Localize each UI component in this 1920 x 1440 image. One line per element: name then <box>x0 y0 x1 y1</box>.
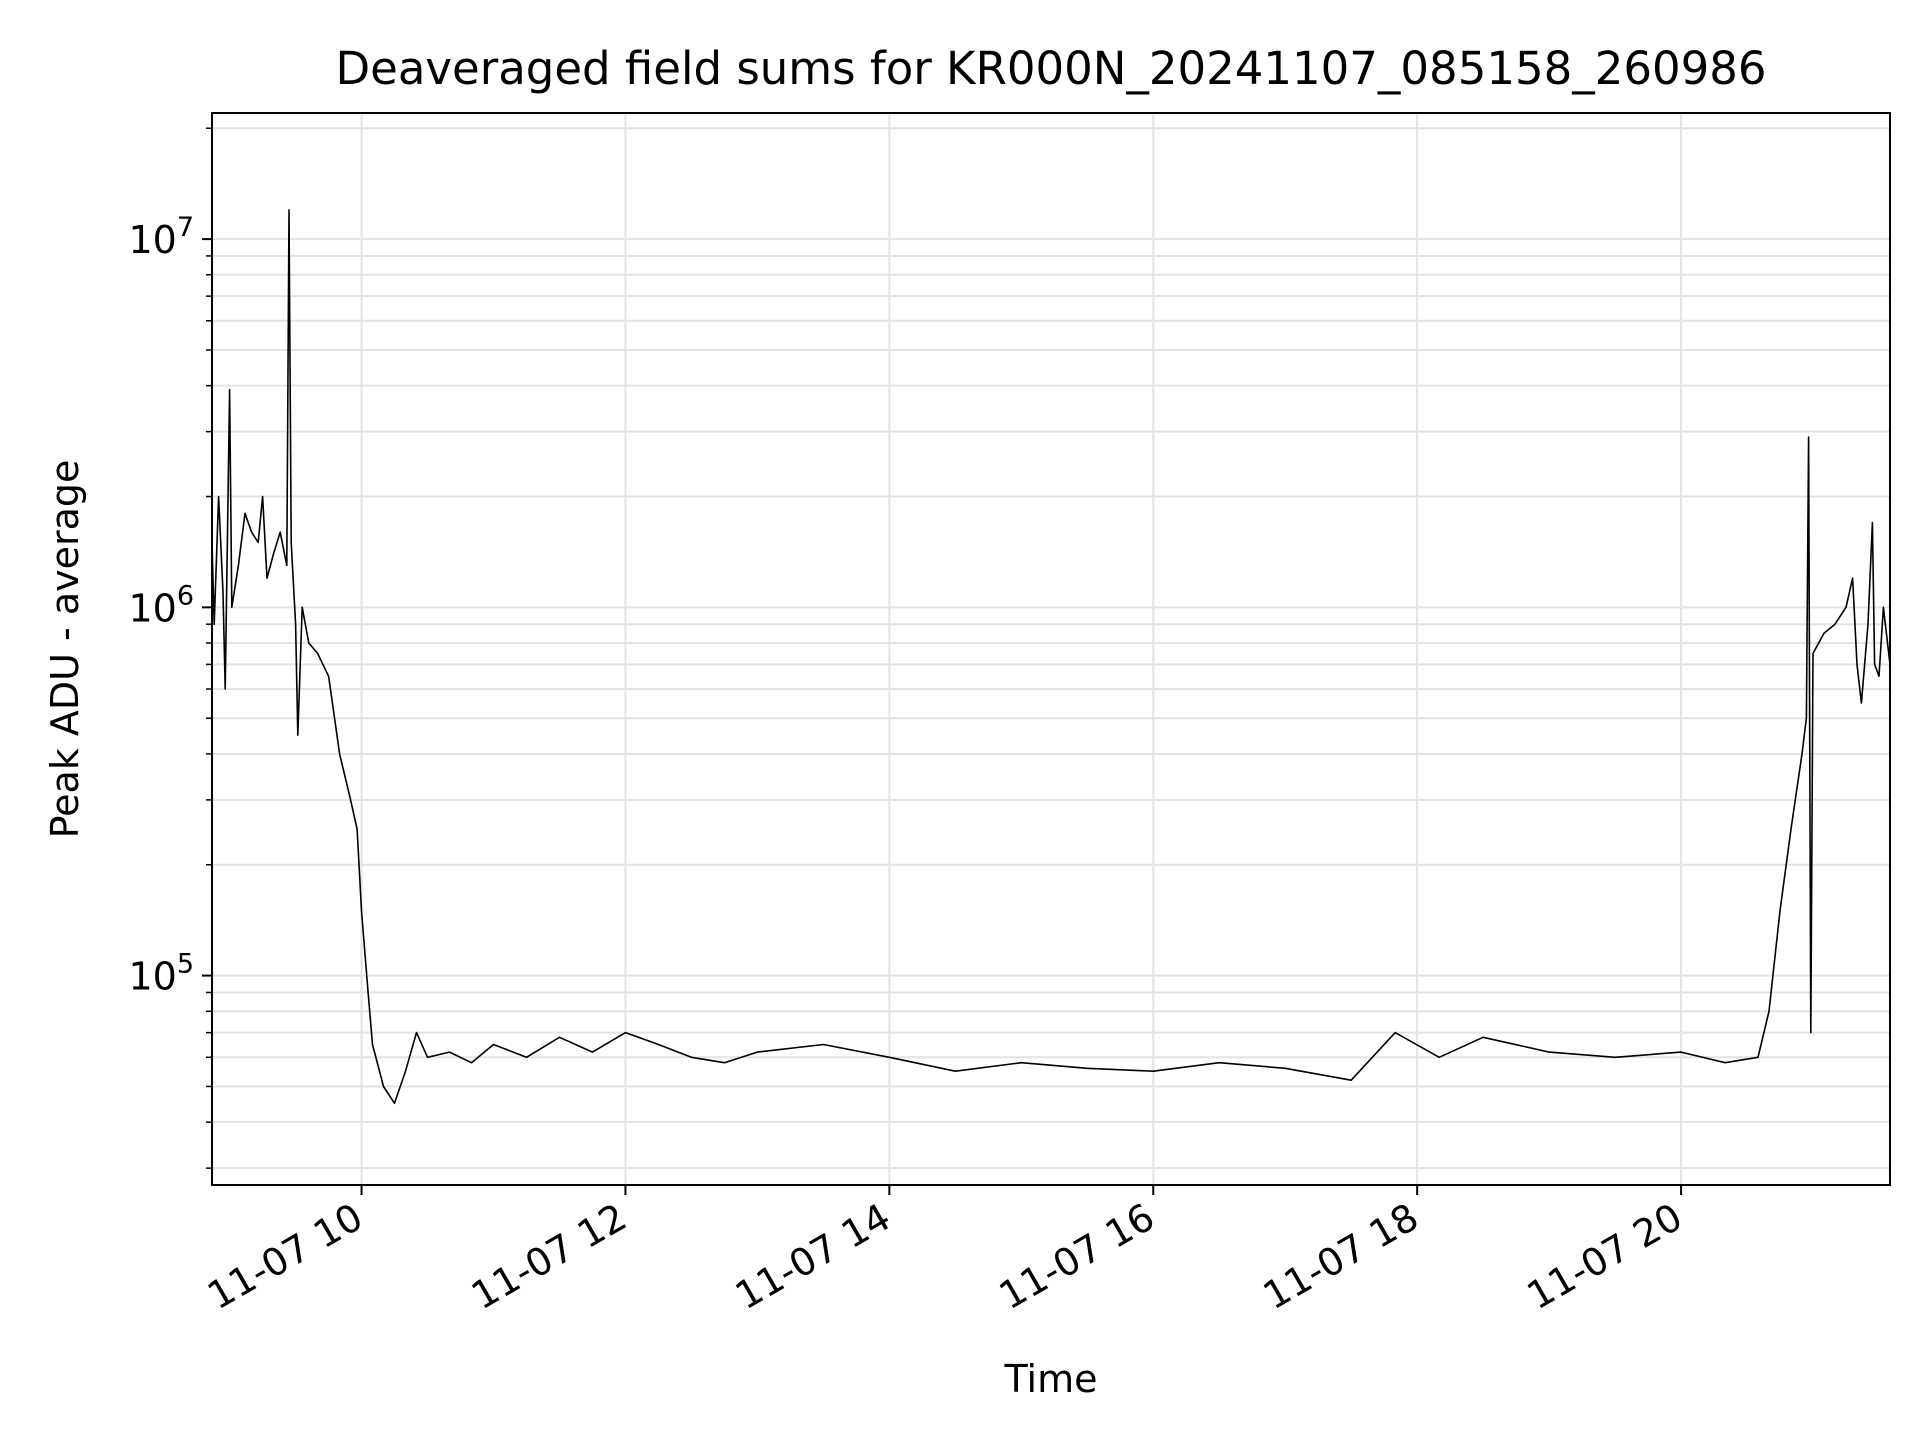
series-line <box>211 209 1891 1105</box>
x-axis-label: Time <box>1004 1357 1098 1401</box>
y-tick-label: 106 <box>128 580 194 630</box>
grid <box>212 113 1890 1185</box>
y-tick-label: 107 <box>128 212 194 262</box>
chart-title: Deaveraged field sums for KR000N_2024110… <box>336 42 1767 95</box>
y-axis-label: Peak ADU - average <box>43 460 87 839</box>
series-layer <box>211 209 1891 1105</box>
y-tick-label: 105 <box>128 949 194 999</box>
plot-area-frame <box>211 112 1891 1186</box>
